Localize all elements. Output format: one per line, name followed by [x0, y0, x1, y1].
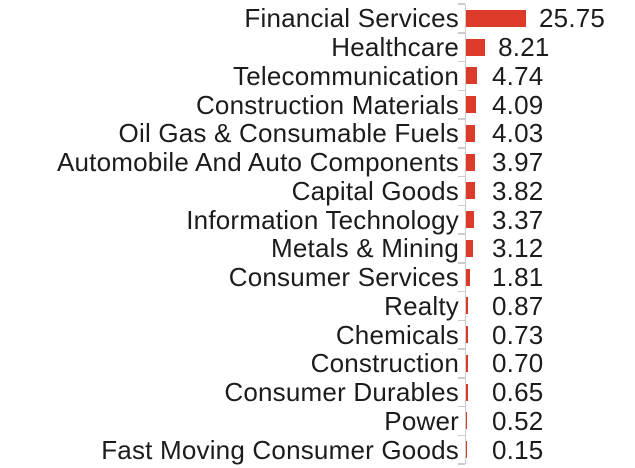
- category-label: Chemicals: [335, 319, 459, 350]
- bar-track: 3.12: [458, 233, 635, 264]
- bar-row: Healthcare 8.21: [0, 32, 635, 63]
- value-label: 3.37: [492, 204, 544, 235]
- value-label: 8.21: [498, 32, 550, 63]
- value-label: 1.81: [492, 262, 544, 293]
- category-label: Construction: [310, 348, 459, 379]
- bar-track: 0.70: [458, 348, 635, 379]
- bar: [466, 354, 468, 372]
- bar-track: 8.21: [458, 32, 635, 63]
- value-label: 4.03: [492, 118, 544, 149]
- bar-row: Telecommunication 4.74: [0, 60, 635, 91]
- category-label: Information Technology: [186, 204, 459, 235]
- category-label: Financial Services: [244, 3, 459, 34]
- bar-row: Realty 0.87: [0, 290, 635, 321]
- value-label: 25.75: [539, 3, 606, 34]
- value-label: 0.65: [492, 377, 544, 408]
- value-label: 3.12: [492, 233, 544, 264]
- value-label: 3.82: [492, 175, 544, 206]
- bar: [466, 124, 476, 142]
- bar-row: Capital Goods 3.82: [0, 175, 635, 206]
- category-label: Power: [384, 405, 459, 436]
- bar-row: Fast Moving Consumer Goods 0.15: [0, 434, 635, 465]
- category-label: Telecommunication: [233, 60, 459, 91]
- bar-row: Consumer Services 1.81: [0, 262, 635, 293]
- bar: [466, 182, 475, 200]
- bar-row: Oil Gas & Consumable Fuels 4.03: [0, 118, 635, 149]
- category-label: Metals & Mining: [271, 233, 459, 264]
- value-label: 0.15: [492, 434, 544, 465]
- bar-track: 4.03: [458, 118, 635, 149]
- bar: [466, 441, 467, 459]
- bar-track: 0.73: [458, 319, 635, 350]
- category-label: Automobile And Auto Components: [56, 147, 459, 178]
- value-label: 0.87: [492, 290, 544, 321]
- bar-row: Construction Materials 4.09: [0, 89, 635, 120]
- bar-track: 4.09: [458, 89, 635, 120]
- category-label: Realty: [384, 290, 459, 321]
- bar-track: 4.74: [458, 60, 635, 91]
- value-label: 4.74: [492, 60, 544, 91]
- bar: [466, 383, 468, 401]
- bar-row: Power 0.52: [0, 405, 635, 436]
- bar-track: 25.75: [458, 3, 635, 34]
- bar: [466, 297, 469, 315]
- bar-row: Information Technology 3.37: [0, 204, 635, 235]
- bar: [466, 153, 476, 171]
- category-label: Consumer Durables: [224, 377, 459, 408]
- bar-track: 1.81: [458, 262, 635, 293]
- category-label: Consumer Services: [228, 262, 459, 293]
- bar: [466, 211, 474, 229]
- value-label: 0.52: [492, 405, 544, 436]
- bar-track: 3.37: [458, 204, 635, 235]
- value-label: 3.97: [492, 147, 544, 178]
- bar: [466, 239, 474, 257]
- value-label: 0.70: [492, 348, 544, 379]
- bar-row: Construction 0.70: [0, 348, 635, 379]
- bar-track: 0.15: [458, 434, 635, 465]
- bar-track: 3.97: [458, 147, 635, 178]
- bar: [466, 67, 478, 85]
- category-label: Fast Moving Consumer Goods: [101, 434, 459, 465]
- bar: [466, 96, 476, 114]
- bar-row: Chemicals 0.73: [0, 319, 635, 350]
- bar: [466, 268, 471, 286]
- bar-track: 0.87: [458, 290, 635, 321]
- category-label: Healthcare: [331, 32, 459, 63]
- bar-track: 0.65: [458, 377, 635, 408]
- value-label: 0.73: [492, 319, 544, 350]
- bar: [466, 38, 486, 56]
- category-label: Capital Goods: [291, 175, 459, 206]
- bar-row: Consumer Durables 0.65: [0, 377, 635, 408]
- bar: [466, 326, 468, 344]
- bar-row: Automobile And Auto Components 3.97: [0, 147, 635, 178]
- category-label: Construction Materials: [195, 89, 459, 120]
- bar: [466, 412, 468, 430]
- bar-row: Financial Services 25.75: [0, 3, 635, 34]
- bar: [466, 9, 526, 27]
- bar-track: 0.52: [458, 405, 635, 436]
- category-label: Oil Gas & Consumable Fuels: [118, 118, 459, 149]
- bar-track: 3.82: [458, 175, 635, 206]
- value-label: 4.09: [492, 89, 544, 120]
- bar-row: Metals & Mining 3.12: [0, 233, 635, 264]
